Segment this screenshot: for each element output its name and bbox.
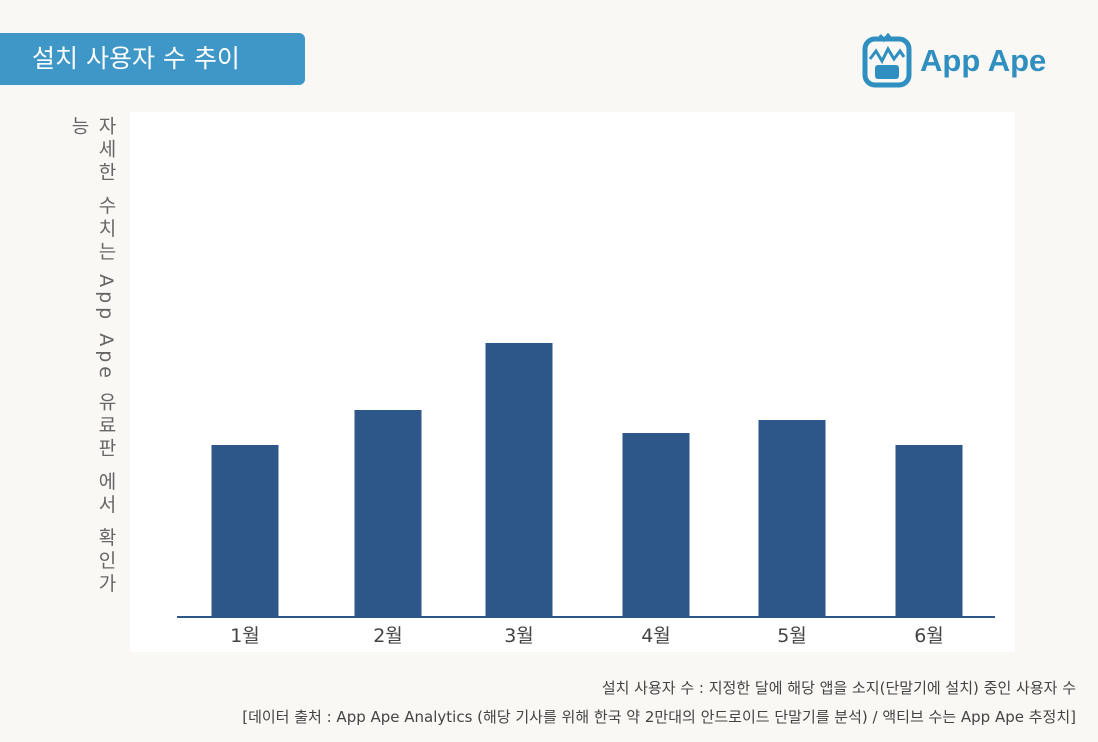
bar-chart: 1월 2월 3월 4월 5월 6월 <box>177 343 995 647</box>
bar-5 <box>758 420 826 617</box>
definition-note: 설치 사용자 수 : 지정한 달에 해당 앱을 소지(단말기에 설치) 중인 사… <box>601 679 1076 697</box>
bar-6 <box>895 445 963 617</box>
y-axis-label: 자세한 수치는 App Ape 유료판 에서 확인가능 <box>68 116 117 597</box>
x-tick-label: 3월 <box>504 625 534 647</box>
x-tick-label: 4월 <box>641 625 671 647</box>
bar-1 <box>211 445 279 617</box>
app-ape-logo: App Ape <box>862 33 1046 89</box>
x-tick-label: 5월 <box>777 625 807 647</box>
chart-panel: 1월 2월 3월 4월 5월 6월 <box>130 112 1015 652</box>
bar-2 <box>354 410 422 617</box>
source-note: [데이터 출처 : App Ape Analytics (해당 기사를 위해 한… <box>242 708 1076 726</box>
chart-title: 설치 사용자 수 추이 <box>0 33 305 85</box>
x-tick-label: 1월 <box>230 625 260 647</box>
x-tick-label: 2월 <box>373 625 403 647</box>
logo-text: App Ape <box>920 43 1047 78</box>
bar-3 <box>485 343 553 617</box>
x-tick-label: 6월 <box>914 625 944 647</box>
bar-4 <box>622 433 690 617</box>
ape-face-icon <box>862 33 912 88</box>
